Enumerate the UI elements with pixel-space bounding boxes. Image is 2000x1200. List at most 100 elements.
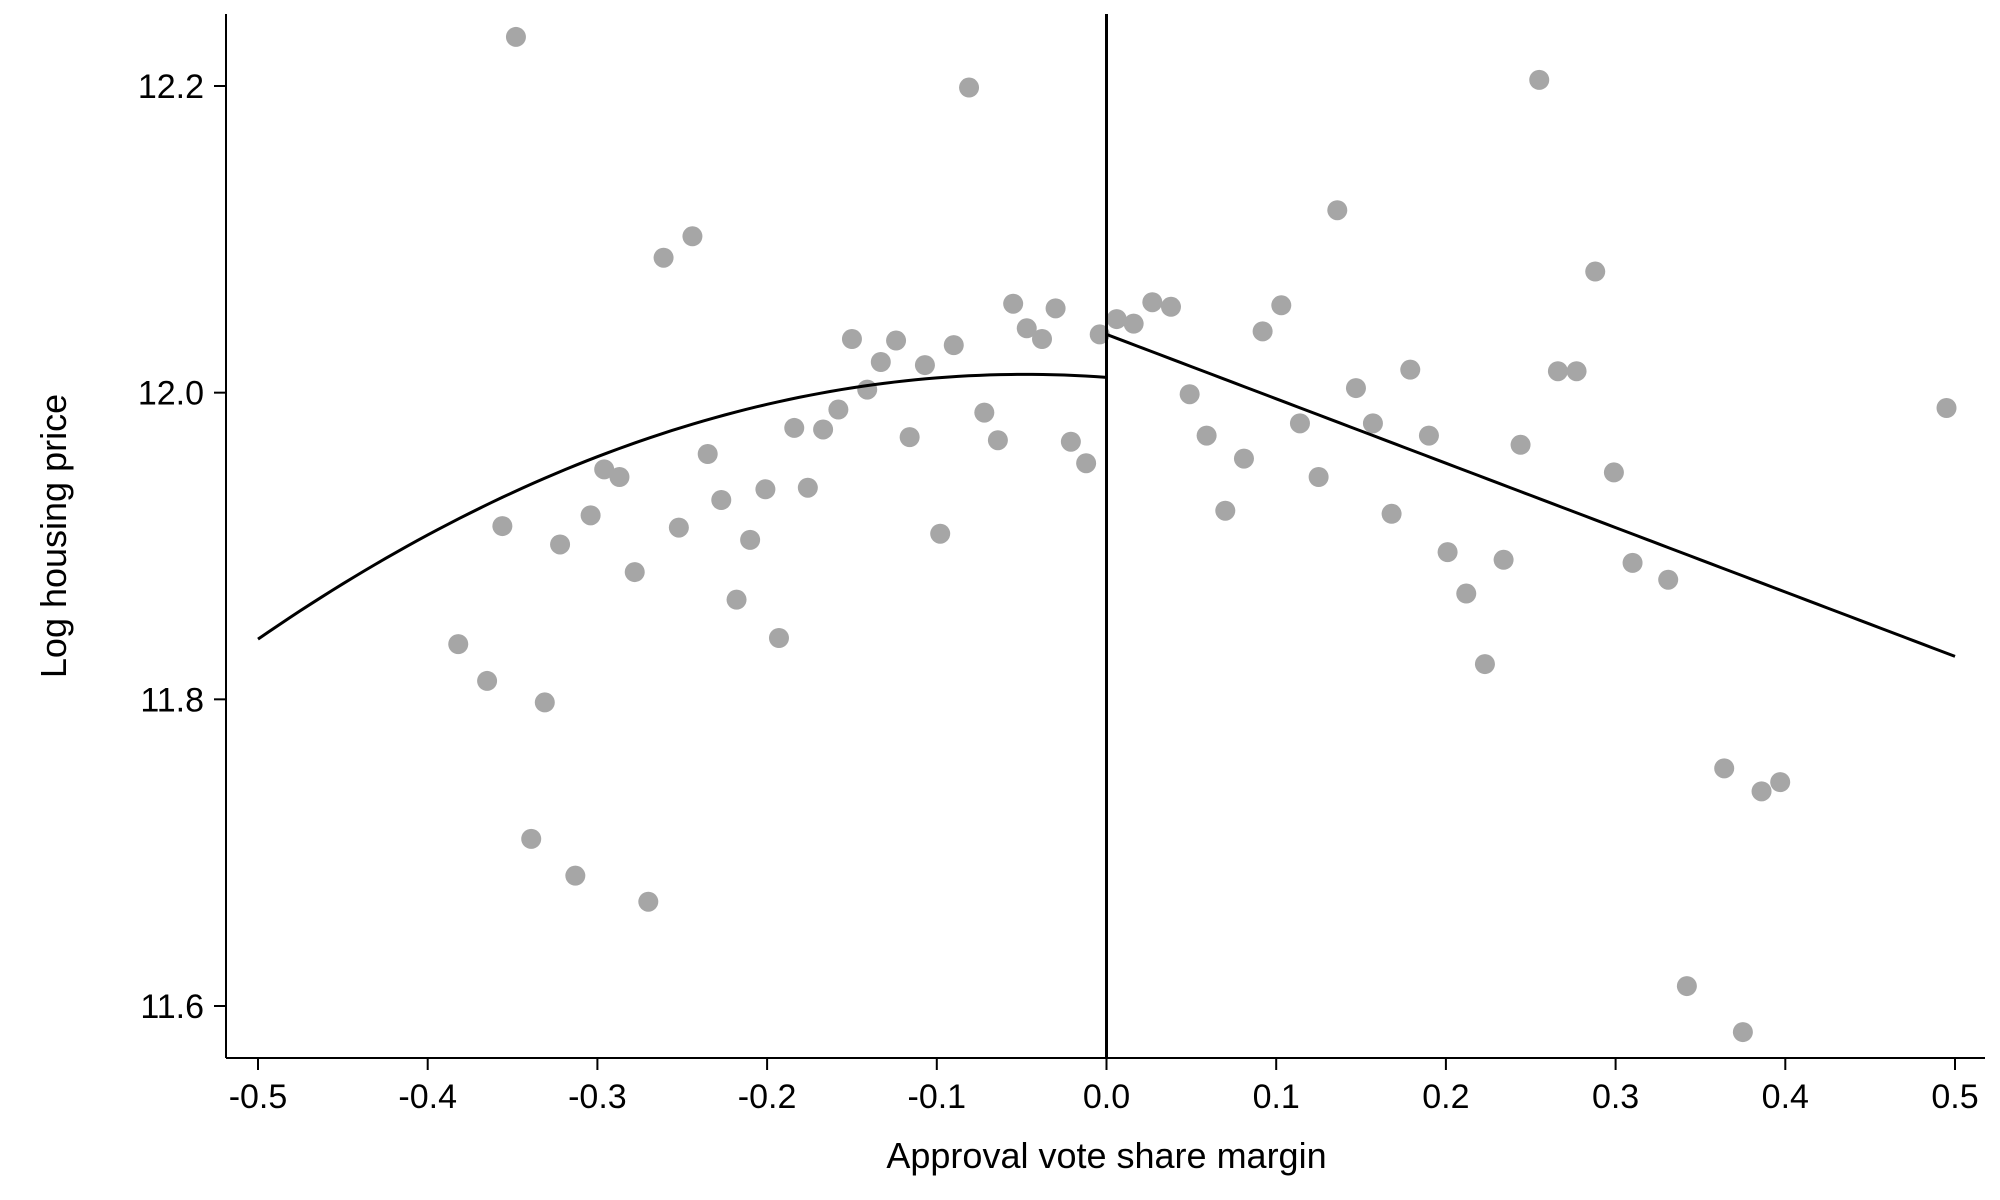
scatter-point xyxy=(1676,976,1697,997)
scatter-point xyxy=(550,534,571,555)
scatter-point xyxy=(1732,1022,1753,1043)
scatter-point xyxy=(768,628,789,648)
scatter-point xyxy=(505,26,526,47)
scatter-point xyxy=(1474,654,1495,675)
scatter-point xyxy=(1271,295,1292,316)
fit-right-line xyxy=(1105,332,1956,658)
x-tick-label: 0.3 xyxy=(1592,1078,1639,1116)
y-axis-title: Log housing price xyxy=(33,394,74,678)
scatter-point xyxy=(1456,583,1477,604)
scatter-point xyxy=(930,523,951,544)
scatter-point xyxy=(1016,318,1037,339)
x-tick-label: 0.1 xyxy=(1253,1078,1300,1116)
x-axis-title: Approval vote share margin xyxy=(886,1135,1326,1176)
scatter-point xyxy=(1089,324,1110,345)
scatter-point xyxy=(755,479,776,500)
scatter-point xyxy=(1437,542,1458,563)
scatter-point xyxy=(1327,200,1348,221)
scatter-point xyxy=(1179,384,1200,405)
x-tick-label: -0.2 xyxy=(738,1078,797,1116)
x-tick-label: 0.2 xyxy=(1422,1078,1469,1116)
scatter-point xyxy=(1308,467,1329,487)
scatter-point xyxy=(668,517,689,538)
scatter-point xyxy=(1622,552,1643,573)
scatter-point xyxy=(1060,431,1081,452)
y-tick-label: 11.6 xyxy=(140,988,204,1026)
scatter-point xyxy=(1493,549,1514,570)
x-axis-ticks: -0.5 -0.4 -0.3 -0.2 -0.1 0.0 0.1 0.2 0.3 0.4 0.5 xyxy=(229,1058,1979,1116)
scatter-point xyxy=(1400,359,1421,380)
scatter-point xyxy=(1142,292,1163,313)
scatter-point xyxy=(828,399,849,420)
scatter-point xyxy=(1658,569,1679,590)
scatter-point xyxy=(609,467,630,487)
scatter-point xyxy=(1289,413,1310,434)
scatter-point xyxy=(653,247,674,268)
scatter-point xyxy=(841,329,862,349)
scatter-point xyxy=(1106,309,1127,330)
scatter-point xyxy=(1160,296,1181,317)
y-tick-label: 11.8 xyxy=(140,681,204,719)
scatter-point xyxy=(797,477,818,498)
scatter-point xyxy=(1233,448,1254,469)
scatter-point xyxy=(914,355,935,376)
scatter-point xyxy=(1936,398,1957,418)
scatter-point xyxy=(1418,425,1439,446)
scatter-point xyxy=(987,430,1008,451)
scatter-point xyxy=(697,444,718,464)
x-tick-label: -0.1 xyxy=(908,1078,967,1116)
scatter-point xyxy=(580,505,601,526)
scatter-point xyxy=(1770,772,1791,793)
scatter-point xyxy=(1585,261,1606,282)
plot-area: -0.5 -0.4 -0.3 -0.2 -0.1 0.0 0.1 0.2 0.3 0.4 0.5 1… xyxy=(138,14,1985,1116)
x-tick-label: 0.0 xyxy=(1083,1078,1130,1116)
scatter-point xyxy=(1566,361,1587,382)
scatter-point xyxy=(1215,500,1236,521)
scatter-point xyxy=(1529,69,1550,90)
y-tick-label: 12.0 xyxy=(138,375,204,413)
scatter-point xyxy=(1003,293,1024,314)
scatter-point xyxy=(1381,503,1402,524)
scatter-point xyxy=(448,634,469,655)
scatter-point xyxy=(1196,425,1217,446)
scatter-point xyxy=(886,330,907,351)
scatter-point xyxy=(711,490,732,510)
x-tick-label: 0.4 xyxy=(1762,1078,1809,1116)
scatter-point xyxy=(1123,313,1144,334)
scatter-point xyxy=(943,335,964,356)
scatter-point xyxy=(899,427,920,448)
scatter-point xyxy=(492,516,513,537)
scatter-point xyxy=(682,226,703,247)
scatter-point xyxy=(594,459,615,480)
x-tick-label: -0.3 xyxy=(568,1078,627,1116)
scatter-point xyxy=(477,670,498,691)
scatter-point xyxy=(1362,413,1383,434)
scatter-point xyxy=(1032,329,1053,349)
x-tick-label: 0.5 xyxy=(1931,1078,1978,1116)
scatter-point xyxy=(870,352,891,372)
scatter-point xyxy=(638,891,659,912)
scatter-point xyxy=(624,562,645,583)
scatter-point xyxy=(1252,321,1273,342)
scatter-point xyxy=(1076,453,1097,474)
scatter-point xyxy=(1547,361,1568,382)
scatter-point xyxy=(974,402,995,423)
scatter-point xyxy=(857,379,878,400)
scatter-point xyxy=(813,419,834,440)
y-tick-label: 12.2 xyxy=(138,68,204,106)
scatter-point xyxy=(521,828,542,849)
scatter-points xyxy=(448,26,1957,1043)
scatter-point xyxy=(959,77,980,98)
scatter-point xyxy=(1045,298,1066,319)
scatter-point xyxy=(1603,462,1624,483)
scatter-point xyxy=(1714,758,1735,779)
scatter-point xyxy=(784,417,805,438)
scatter-point xyxy=(740,529,761,550)
x-tick-label: -0.4 xyxy=(398,1078,457,1116)
y-axis-ticks: 11.6 11.8 12.0 12.2 xyxy=(138,68,226,1026)
fit-left-curve xyxy=(257,372,1107,641)
scatter-point xyxy=(534,692,555,713)
x-tick-label: -0.5 xyxy=(229,1078,288,1116)
scatter-point xyxy=(726,589,747,610)
